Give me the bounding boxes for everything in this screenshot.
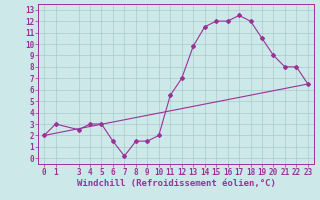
X-axis label: Windchill (Refroidissement éolien,°C): Windchill (Refroidissement éolien,°C)	[76, 179, 276, 188]
